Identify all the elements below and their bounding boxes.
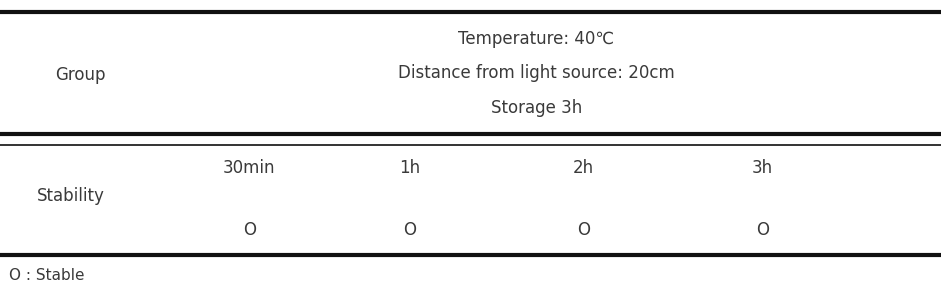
Text: Temperature: 40℃: Temperature: 40℃: [458, 30, 614, 48]
Text: O : Stable: O : Stable: [9, 268, 85, 283]
Text: O: O: [756, 221, 769, 239]
Text: Storage 3h: Storage 3h: [491, 99, 582, 117]
Text: Distance from light source: 20cm: Distance from light source: 20cm: [398, 65, 675, 82]
Text: 3h: 3h: [752, 160, 773, 177]
Text: O: O: [577, 221, 590, 239]
Text: O: O: [403, 221, 416, 239]
Text: 30min: 30min: [223, 160, 276, 177]
Text: Group: Group: [55, 66, 105, 84]
Text: Stability: Stability: [37, 187, 104, 205]
Text: 1h: 1h: [399, 160, 420, 177]
Text: 2h: 2h: [573, 160, 594, 177]
Text: O: O: [243, 221, 256, 239]
